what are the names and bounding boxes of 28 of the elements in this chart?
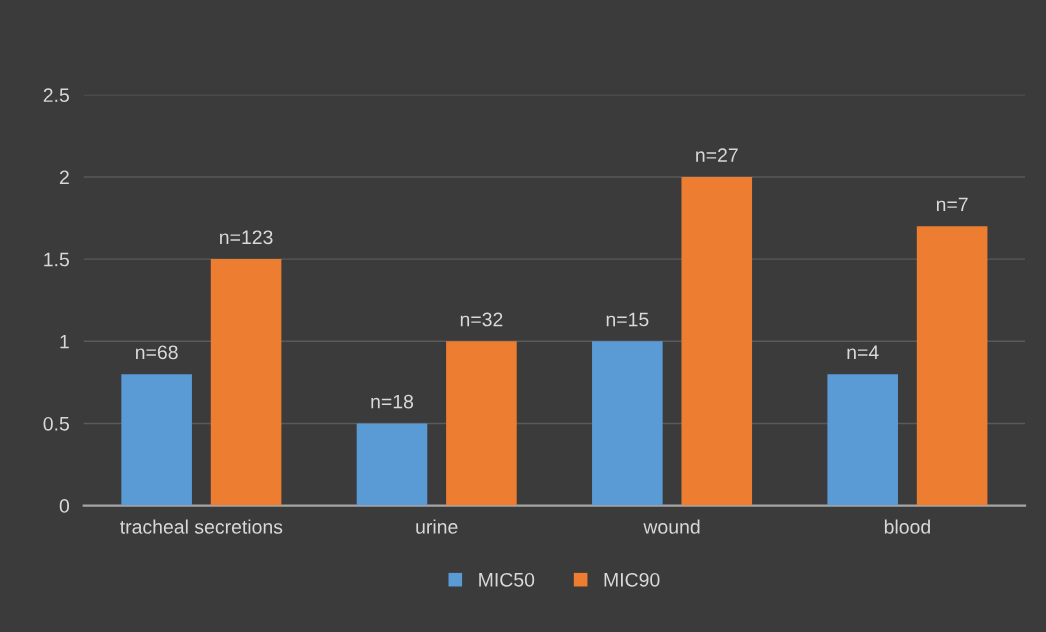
y-tick-label: 0.5 <box>43 416 69 431</box>
annotation: n=18 <box>371 394 414 409</box>
y-tick-label: 2 <box>59 170 69 185</box>
bar <box>827 374 898 506</box>
annotation: n=27 <box>696 148 738 162</box>
legend-label: MIC50 <box>479 572 535 587</box>
annotation: n=7 <box>936 197 968 212</box>
x-tick-label: urine <box>416 519 458 534</box>
y-tick-label: 1 <box>60 334 69 349</box>
bar <box>446 341 517 506</box>
x-tick-label: tracheal secretions <box>120 519 283 534</box>
annotation: n=32 <box>460 312 503 327</box>
bar <box>681 176 753 506</box>
y-tick-label: 0 <box>59 499 70 513</box>
annotation: n=4 <box>847 345 879 359</box>
y-tick-label: 1.5 <box>44 252 69 267</box>
bar <box>121 374 192 506</box>
y-tick-label: 2.5 <box>43 88 69 103</box>
bar <box>916 226 988 506</box>
annotation: n=123 <box>220 230 273 245</box>
annotation: n=68 <box>136 345 178 360</box>
bar <box>592 341 663 506</box>
x-tick-label: blood <box>884 519 930 534</box>
annotation: n=15 <box>606 312 649 327</box>
bar <box>210 259 282 506</box>
legend-label: MIC90 <box>604 572 660 587</box>
bar <box>356 423 428 506</box>
x-tick-label: wound <box>643 519 700 534</box>
